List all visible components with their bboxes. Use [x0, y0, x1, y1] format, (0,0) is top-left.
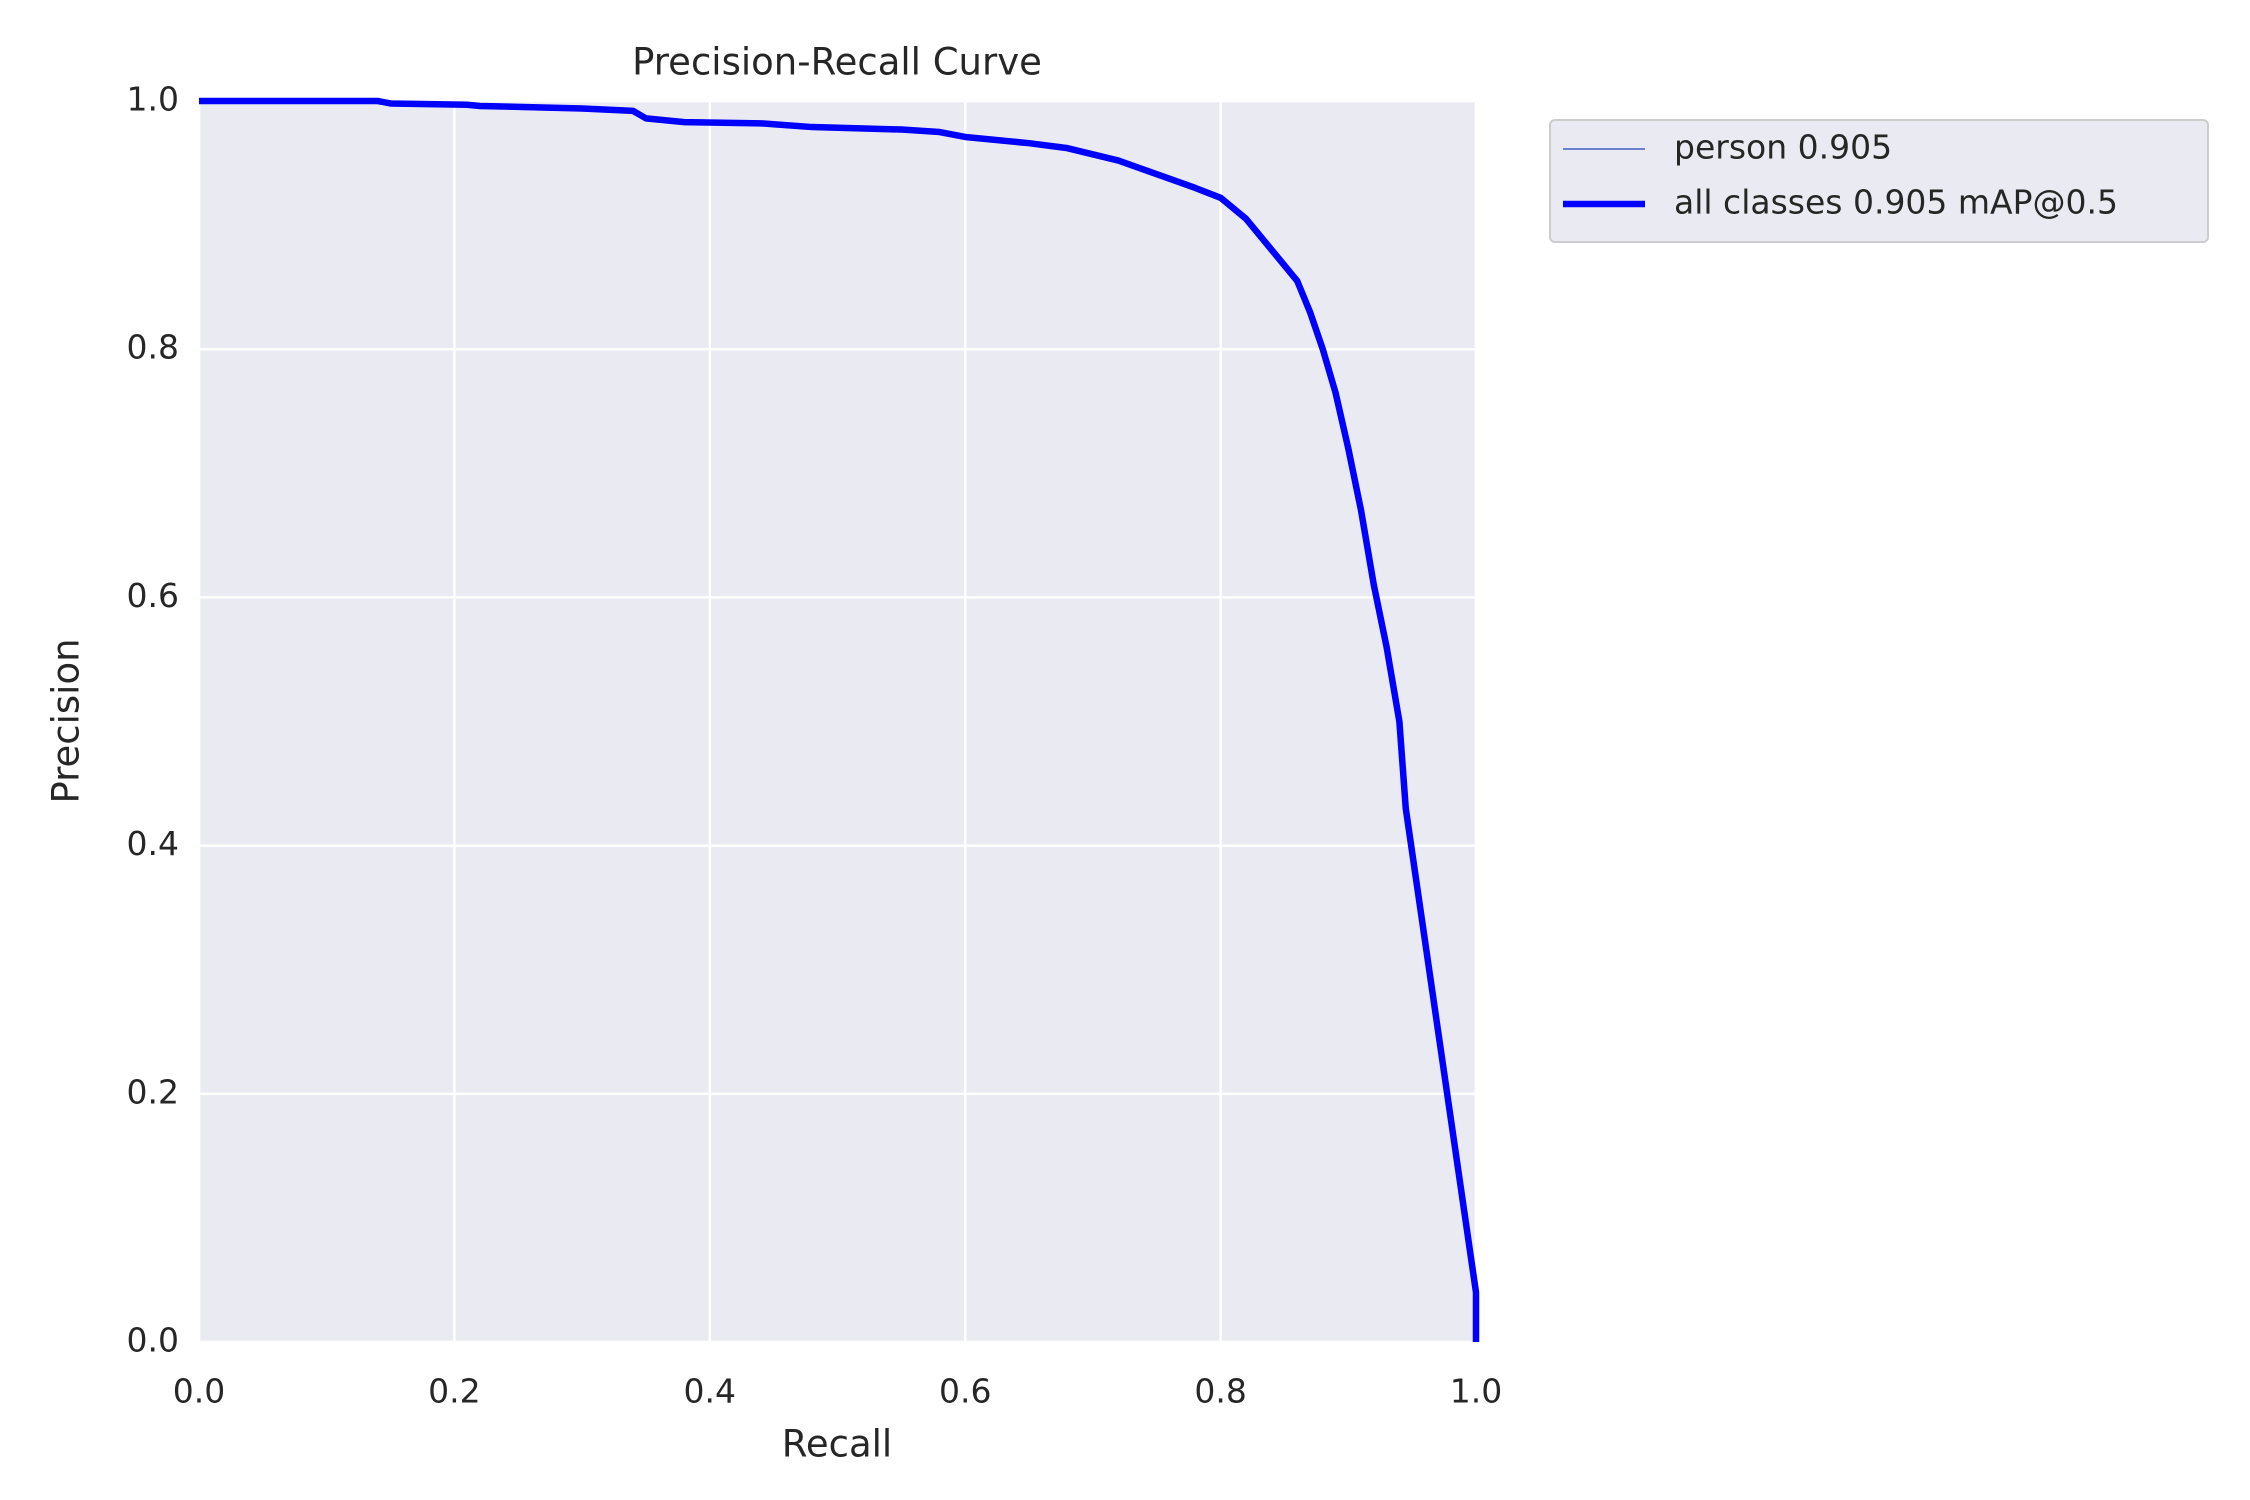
chart-title: Precision-Recall Curve	[632, 41, 1042, 84]
y-tick-label: 0.4	[127, 824, 179, 863]
y-tick-label: 0.6	[127, 576, 179, 615]
y-axis-label: Precision	[45, 638, 88, 803]
y-tick-label: 0.2	[127, 1072, 179, 1111]
legend-box	[1549, 119, 2209, 243]
x-axis-label: Recall	[782, 1423, 892, 1466]
plot-area	[199, 101, 1476, 1342]
legend-label: all classes 0.905 mAP@0.5	[1674, 183, 2118, 222]
legend-label: person 0.905	[1674, 128, 1892, 167]
x-tick-label: 0.0	[173, 1372, 225, 1411]
x-tick-label: 0.6	[939, 1372, 991, 1411]
x-tick-label: 0.8	[1194, 1372, 1246, 1411]
series-line	[199, 97, 1480, 1342]
y-tick-label: 1.0	[127, 80, 179, 119]
x-tick-label: 0.4	[684, 1372, 736, 1411]
y-tick-label: 0.0	[127, 1321, 179, 1360]
x-tick-label: 0.2	[428, 1372, 480, 1411]
x-tick-label: 1.0	[1450, 1372, 1502, 1411]
y-tick-label: 0.8	[127, 328, 179, 367]
